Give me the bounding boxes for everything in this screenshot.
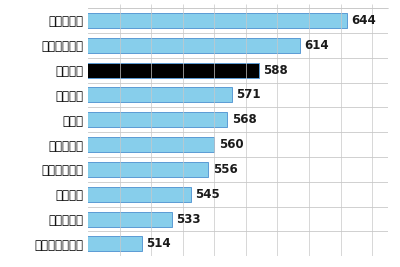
Bar <box>0 187 191 202</box>
Text: 560: 560 <box>219 138 244 151</box>
Bar <box>0 137 214 152</box>
Text: 571: 571 <box>236 88 261 101</box>
Text: 556: 556 <box>213 163 238 176</box>
Bar <box>0 237 142 251</box>
Text: 545: 545 <box>195 188 220 201</box>
Bar <box>0 13 347 28</box>
Bar <box>0 162 208 177</box>
Bar <box>0 63 258 77</box>
Text: 588: 588 <box>263 64 288 77</box>
Text: 614: 614 <box>304 39 329 52</box>
Bar <box>0 212 172 226</box>
Bar <box>0 112 227 127</box>
Text: 533: 533 <box>176 213 201 226</box>
Text: 568: 568 <box>232 113 256 126</box>
Bar <box>0 88 232 102</box>
Text: 644: 644 <box>352 14 376 27</box>
Bar <box>0 38 300 53</box>
Text: 514: 514 <box>146 237 171 250</box>
